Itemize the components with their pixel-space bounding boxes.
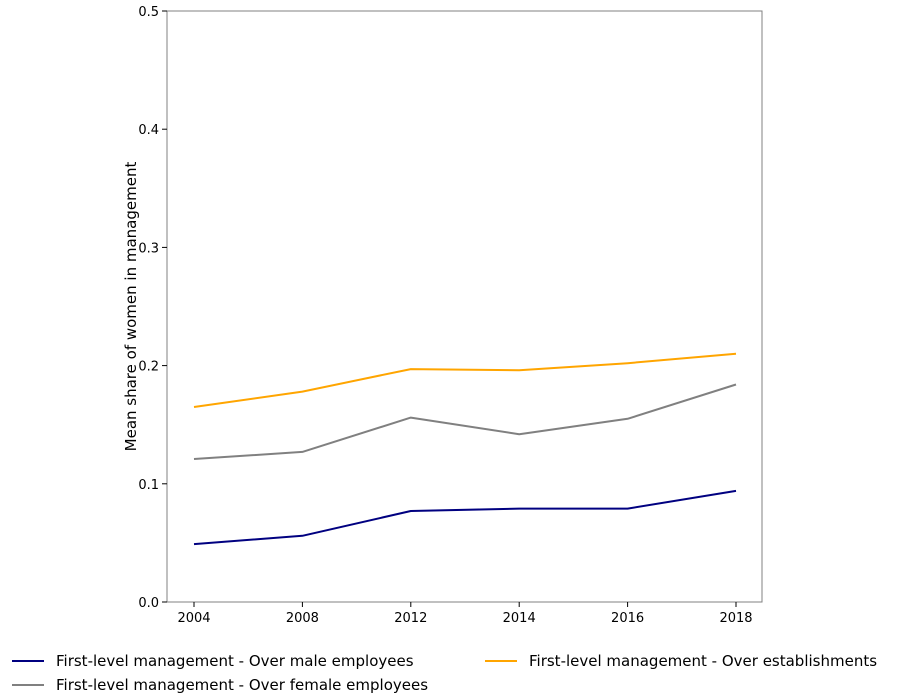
legend-label: First-level management - Over establishm… xyxy=(529,652,877,670)
legend-label: First-level management - Over female emp… xyxy=(56,676,428,694)
x-tick-label: 2008 xyxy=(286,611,319,626)
series-line-1 xyxy=(193,489,737,546)
y-tick-label: 0.4 xyxy=(138,123,159,138)
y-axis-title: Mean share of women in management xyxy=(122,162,140,452)
legend-label: First-level management - Over male emplo… xyxy=(56,652,414,670)
x-axis: 2004 2008 2012 2014 2016 2018 xyxy=(177,602,753,626)
y-tick-label: 0.2 xyxy=(138,360,159,375)
y-tick-label: 0.1 xyxy=(138,478,159,493)
series-line-2 xyxy=(193,383,737,460)
x-tick-label: 2016 xyxy=(611,611,644,626)
series-layer xyxy=(193,352,737,546)
plot-area xyxy=(166,10,763,603)
series-line-3 xyxy=(193,352,737,408)
x-tick-label: 2018 xyxy=(719,611,752,626)
x-tick-label: 2012 xyxy=(394,611,427,626)
x-tick-label: 2004 xyxy=(177,611,210,626)
y-tick-label: 0.3 xyxy=(138,241,159,256)
y-tick-label: 0.5 xyxy=(138,5,159,20)
plot-frame xyxy=(166,10,763,603)
y-axis: 0.0 0.1 0.2 0.3 0.4 0.5 xyxy=(138,5,167,611)
y-tick-label: 0.0 xyxy=(138,596,159,611)
x-tick-label: 2014 xyxy=(503,611,536,626)
legend: First-level management - Over male emplo… xyxy=(12,652,877,694)
